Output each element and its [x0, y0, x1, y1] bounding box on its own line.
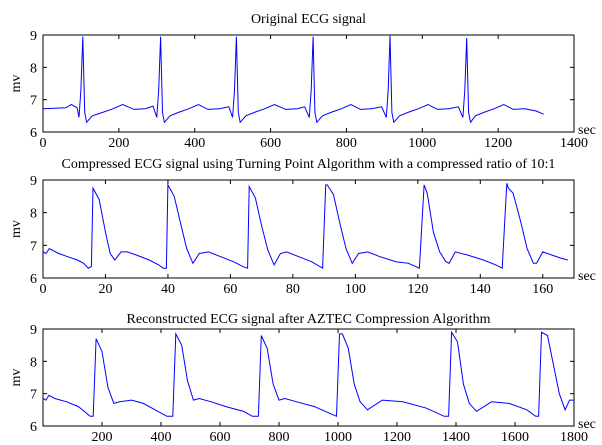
plot-frame	[42, 34, 575, 133]
y-tick-label: 8	[30, 207, 37, 222]
y-tick-label: 6	[30, 272, 37, 287]
y-tick-label: 8	[30, 355, 37, 370]
series-line-0	[42, 183, 568, 270]
y-axis-label: mv	[9, 75, 24, 93]
series-line-0	[42, 35, 544, 124]
x-tick-label: 120	[407, 282, 428, 297]
x-tick-label: 100	[345, 282, 366, 297]
y-tick-label: 7	[30, 388, 37, 403]
x-axis-label: sec	[578, 269, 596, 284]
x-tick-label: 160	[532, 282, 553, 297]
chart-title: Reconstructed ECG signal after AZTEC Com…	[127, 312, 491, 327]
plot-frame	[42, 179, 575, 279]
x-axis-label: sec	[578, 417, 596, 432]
y-tick-label: 7	[30, 239, 37, 254]
series-line-0	[42, 330, 574, 418]
y-tick-label: 7	[30, 94, 37, 109]
x-tick-label: 140	[470, 282, 491, 297]
chart-panel-original: Original ECG signal 0 200 400 600 800 1000 1200…	[9, 12, 596, 151]
x-tick-label: 1200	[383, 430, 411, 445]
x-tick-label: 0	[40, 136, 47, 151]
x-tick-label: 400	[151, 430, 172, 445]
x-tick-label: 0	[40, 282, 47, 297]
x-tick-label: 800	[336, 136, 357, 151]
x-tick-label: 800	[269, 430, 290, 445]
x-tick-label: 400	[184, 136, 205, 151]
x-tick-label: 1200	[484, 136, 512, 151]
plot-frame	[42, 328, 575, 427]
y-axis-label: mv	[9, 369, 24, 387]
x-tick-label: 60	[223, 282, 237, 297]
y-axis-label: mv	[9, 220, 24, 238]
x-tick-label: 1000	[324, 430, 352, 445]
chart-title: Original ECG signal	[251, 12, 366, 27]
x-tick-label: 20	[98, 282, 112, 297]
x-tick-label: 200	[92, 430, 113, 445]
x-tick-label: 1800	[560, 430, 588, 445]
y-tick-label: 8	[30, 61, 37, 76]
x-tick-label: 1000	[408, 136, 436, 151]
x-tick-label: 600	[260, 136, 281, 151]
x-tick-label: 200	[108, 136, 129, 151]
y-tick-label: 9	[30, 323, 37, 338]
chart-panel-compressed: Compressed ECG signal using Turning Poin…	[9, 157, 596, 297]
x-tick-label: 1400	[560, 136, 588, 151]
chart-title: Compressed ECG signal using Turning Poin…	[62, 157, 556, 172]
y-tick-label: 6	[30, 126, 37, 141]
x-tick-label: 40	[161, 282, 175, 297]
x-tick-label: 600	[210, 430, 231, 445]
y-tick-label: 6	[30, 420, 37, 435]
x-tick-label: 1400	[442, 430, 470, 445]
x-axis-label: sec	[578, 123, 596, 138]
x-tick-label: 80	[286, 282, 300, 297]
chart-panel-reconstructed: Reconstructed ECG signal after AZTEC Com…	[9, 312, 596, 445]
x-tick-label: 1600	[501, 430, 529, 445]
y-tick-label: 9	[30, 174, 37, 189]
y-tick-label: 9	[30, 29, 37, 44]
